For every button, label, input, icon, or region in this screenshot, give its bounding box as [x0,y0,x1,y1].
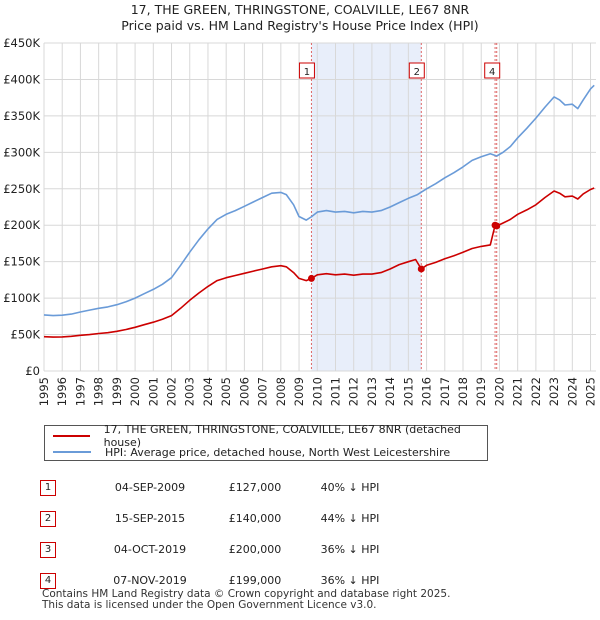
sale-date: 07-NOV-2019 [113,574,187,587]
x-tick-label: 1999 [110,377,124,406]
x-tick-label: 2016 [420,377,434,406]
sale-marker-label: 2 [414,67,420,78]
hpi-line [43,84,595,317]
footer-line-1: Contains HM Land Registry data © Crown c… [42,588,451,600]
x-tick-label: 2021 [511,377,525,406]
x-tick-label: 2007 [256,377,270,406]
sale-marker-box [408,62,425,79]
x-tick-label: 2003 [183,377,197,406]
property-price-line [43,187,595,338]
x-tick-label: 2019 [474,377,488,406]
sale-marker-label: 4 [489,67,495,78]
x-tick-label: 2009 [292,377,306,406]
table-row: 2 15-SEP-2015 £140,000 44% ↓ HPI [40,503,400,534]
legend-label-property: 17, THE GREEN, THRINGSTONE, COALVILLE, L… [103,423,461,449]
sale-marker-box [298,62,315,79]
x-tick-label: 2012 [347,377,361,406]
legend-swatch-property [53,435,90,437]
x-tick-label: 2006 [237,377,251,406]
sale-price: £127,000 [228,481,282,494]
x-tick-label: 2023 [547,377,561,406]
x-tick-label: 1997 [73,377,87,406]
sale-number-badge: 2 [40,510,56,527]
y-tick-label: £300K [3,145,40,159]
sale-hpi-diff: 36% ↓ HPI [320,543,380,556]
y-tick-label: £100K [3,291,40,305]
sale-date: 04-SEP-2009 [114,481,186,494]
legend-swatch-hpi [53,451,91,453]
chart-title-address: 17, THE GREEN, THRINGSTONE, COALVILLE, L… [130,2,470,17]
x-tick-label: 2013 [365,377,379,406]
y-tick-label: £450K [3,36,40,50]
table-row: 3 04-OCT-2019 £200,000 36% ↓ HPI [40,534,400,565]
sale-price: £199,000 [228,574,282,587]
x-tick-label: 1995 [37,377,51,406]
sale-point [493,222,501,230]
table-row: 1 04-SEP-2009 £127,000 40% ↓ HPI [40,472,400,503]
sale-point [417,265,425,273]
chart-subtitle: Price paid vs. HM Land Registry's House … [121,18,479,33]
y-tick-label: £50K [11,328,41,342]
x-tick-label: 2005 [219,377,233,406]
legend-label-hpi: HPI: Average price, detached house, Nort… [105,445,451,459]
chart-legend: 17, THE GREEN, THRINGSTONE, COALVILLE, L… [44,423,488,461]
sale-price: £140,000 [228,512,282,525]
x-tick-label: 2011 [328,377,342,406]
sale-price: £200,000 [228,543,282,556]
x-tick-label: 2008 [274,377,288,406]
sale-hpi-diff: 40% ↓ HPI [320,481,380,494]
x-tick-label: 2017 [438,377,452,406]
sale-number-badge: 1 [40,479,56,496]
x-tick-label: 2018 [456,377,470,406]
sale-number-badge: 3 [40,541,56,558]
shaded-period [311,43,422,371]
legend-item-hpi: HPI: Average price, detached house, Nort… [53,444,450,460]
x-tick-label: 2000 [128,377,142,406]
y-tick-label: £350K [3,109,40,123]
x-tick-label: 2020 [492,377,506,406]
y-tick-label: £200K [3,218,40,232]
sale-number-badge: 4 [40,572,56,589]
y-tick-label: £400K [3,72,40,86]
footer-line-2: This data is licensed under the Open Gov… [42,599,377,611]
sale-marker-box [484,62,501,79]
x-tick-label: 2002 [165,377,179,406]
x-tick-label: 1998 [92,377,106,406]
footer-copyright: Contains HM Land Registry data © Crown c… [42,589,450,611]
x-tick-label: 2001 [146,377,160,406]
y-tick-label: £250K [3,182,40,196]
x-tick-label: 2022 [529,377,543,406]
sale-point [307,274,315,282]
table-row: 4 07-NOV-2019 £199,000 36% ↓ HPI [40,565,400,596]
sale-marker-label: 1 [304,67,310,78]
y-tick-label: £150K [3,255,40,269]
sale-date: 15-SEP-2015 [114,512,186,525]
legend-item-property: 17, THE GREEN, THRINGSTONE, COALVILLE, L… [53,423,487,449]
x-tick-label: 2024 [565,377,579,406]
x-tick-label: 2014 [383,377,397,406]
x-tick-label: 2025 [584,377,598,406]
sale-hpi-diff: 44% ↓ HPI [320,512,380,525]
x-tick-label: 2004 [201,377,215,406]
y-tick-label: £0 [25,364,40,378]
price-chart: £0 £50K £100K £150K £200K £250K £300K £350K £400… [3,36,598,406]
sales-table: 1 04-SEP-2009 £127,000 40% ↓ HPI 2 15-SE… [40,472,400,596]
sale-hpi-diff: 36% ↓ HPI [320,574,380,587]
x-tick-label: 2015 [401,377,415,406]
sale-date: 04-OCT-2019 [113,543,187,556]
x-tick-label: 1996 [55,377,69,406]
x-tick-label: 2010 [310,377,324,406]
